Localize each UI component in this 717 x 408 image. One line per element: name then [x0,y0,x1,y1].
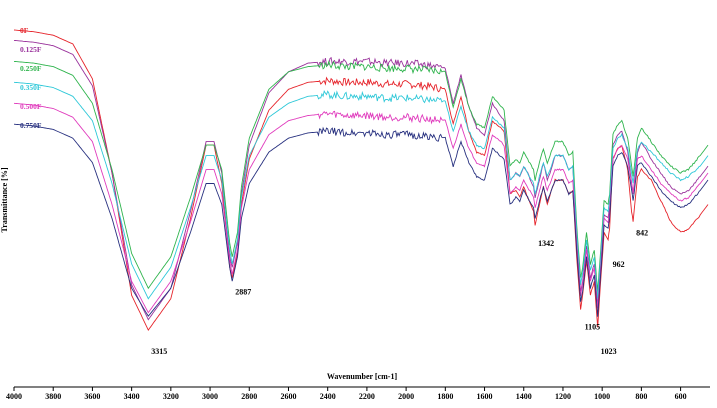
y-axis-label: Transmittance [%] [0,167,9,232]
x-tick-label-2200: 2200 [359,392,375,401]
peak-label-2887: 2887 [235,288,251,297]
x-tick-label-1600: 1600 [477,392,493,401]
x-tick-label-3200: 3200 [163,392,179,401]
x-tick-label-2000: 2000 [398,392,414,401]
x-tick-label-1800: 1800 [437,392,453,401]
series-line-0-250f [13,60,709,292]
peak-label-1342: 1342 [538,239,554,248]
annotation-layer: 3315 2887 1342 1105 1023 962 842 [151,228,648,356]
x-tick-label-3800: 3800 [45,392,61,401]
series-layer [13,29,709,331]
x-axis-label: Wavenumber [cm-1] [327,372,398,381]
peak-label-842: 842 [636,228,648,237]
x-tick-label-2800: 2800 [241,392,257,401]
legend-item-0-250f: 0.250F [20,64,42,73]
legend: 0F 0.125F 0.250F 0.350F 0.500F 0.750F [20,26,42,130]
peak-label-962: 962 [613,260,625,269]
x-tick-label-3000: 3000 [202,392,218,401]
x-tick-label-4000: 4000 [6,392,22,401]
x-tick-label-1200: 1200 [555,392,571,401]
x-tick-label-3400: 3400 [124,392,140,401]
series-line-0-500f [13,102,709,314]
legend-item-0-350f: 0.350F [20,83,42,92]
x-ticks-layer: 4000 3800 3600 3400 3200 3000 2800 2600 2400 2200… [6,387,687,401]
x-tick-label-1000: 1000 [594,392,610,401]
x-tick-label-2600: 2600 [280,392,296,401]
series-line-0-350f [13,81,709,300]
x-tick-label-1400: 1400 [516,392,532,401]
series-line-0-125f [13,39,709,321]
peak-label-3315: 3315 [151,347,167,356]
legend-item-0-125f: 0.125F [20,45,42,54]
series-line-0f [13,29,709,331]
peak-label-1105: 1105 [585,323,601,332]
x-tick-label-600: 600 [675,392,687,401]
legend-item-0-750f: 0.750F [20,121,42,130]
legend-item-0f: 0F [20,26,29,35]
series-line-0-750f [13,123,709,317]
legend-item-0-500f: 0.500F [20,102,42,111]
x-tick-label-800: 800 [635,392,647,401]
x-tick-label-2400: 2400 [320,392,336,401]
x-tick-label-3600: 3600 [84,392,100,401]
peak-label-1023: 1023 [601,347,617,356]
